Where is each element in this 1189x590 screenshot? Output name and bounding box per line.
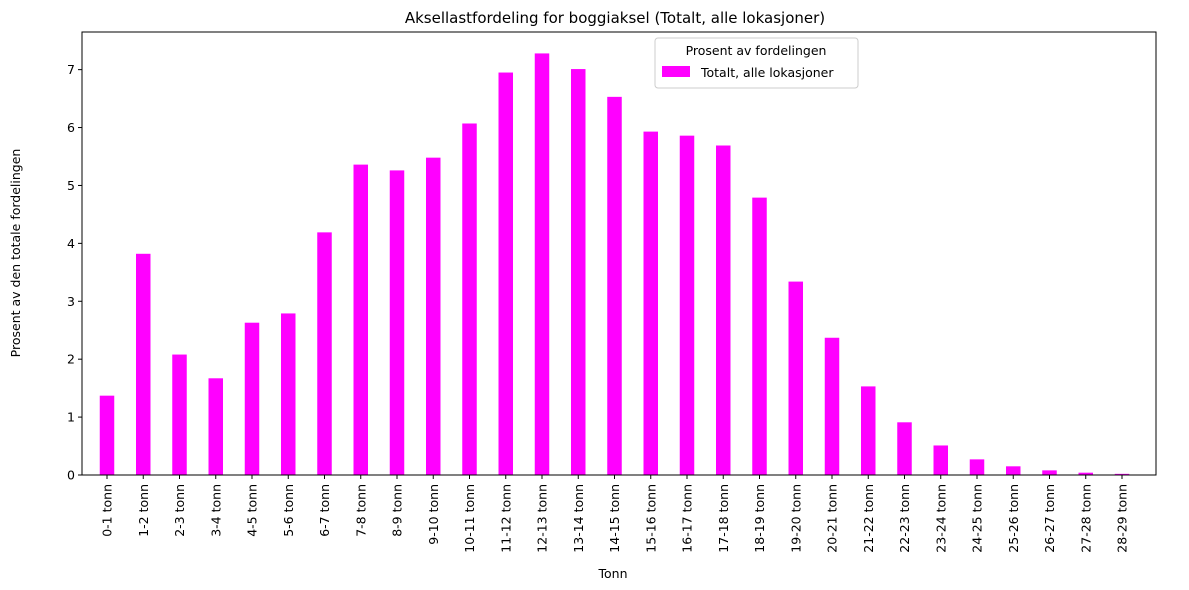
x-tick-label: 20-21 tonn bbox=[825, 484, 840, 553]
bar bbox=[426, 157, 441, 475]
x-tick-label: 3-4 tonn bbox=[208, 484, 223, 537]
x-tick-label: 13-14 tonn bbox=[571, 484, 586, 553]
x-tick-label: 28-29 tonn bbox=[1115, 484, 1130, 553]
x-tick-label: 26-27 tonn bbox=[1042, 484, 1057, 553]
bar bbox=[389, 170, 405, 475]
x-tick-label: 23-24 tonn bbox=[933, 484, 948, 553]
y-tick-label: 5 bbox=[67, 178, 75, 193]
bar bbox=[172, 354, 187, 475]
x-tick-label: 4-5 tonn bbox=[245, 484, 260, 537]
y-axis-label: Prosent av den totale fordelingen bbox=[8, 149, 23, 358]
bar bbox=[824, 337, 840, 475]
bar bbox=[607, 96, 622, 475]
x-tick-label: 10-11 tonn bbox=[462, 484, 477, 553]
bar bbox=[897, 422, 912, 475]
legend-label: Totalt, alle lokasjoner bbox=[700, 65, 834, 80]
x-tick-label: 5-6 tonn bbox=[281, 484, 296, 537]
x-tick-label: 6-7 tonn bbox=[317, 484, 332, 537]
y-tick-label: 6 bbox=[67, 120, 75, 135]
x-tick-label: 2-3 tonn bbox=[172, 484, 187, 537]
x-tick-label: 12-13 tonn bbox=[535, 484, 550, 553]
x-tick-label: 15-16 tonn bbox=[643, 484, 658, 553]
bar bbox=[99, 395, 115, 475]
legend-swatch bbox=[662, 66, 690, 77]
x-tick-label: 14-15 tonn bbox=[607, 484, 622, 553]
bar bbox=[498, 72, 513, 475]
x-tick-label: 18-19 tonn bbox=[752, 484, 767, 553]
x-tick-label: 22-23 tonn bbox=[897, 484, 912, 553]
bar bbox=[281, 313, 296, 475]
legend-title: Prosent av fordelingen bbox=[686, 43, 827, 58]
bar bbox=[244, 322, 260, 475]
bar bbox=[1114, 473, 1130, 475]
bar bbox=[933, 445, 948, 475]
chart-title: Aksellastfordeling for boggiaksel (Total… bbox=[405, 9, 825, 27]
legend-frame bbox=[654, 37, 859, 89]
bars-group bbox=[99, 53, 1130, 476]
bar bbox=[1006, 466, 1021, 475]
bar bbox=[643, 131, 658, 476]
bar bbox=[1042, 470, 1057, 475]
bar bbox=[208, 378, 223, 475]
x-tick-label: 11-12 tonn bbox=[498, 484, 513, 553]
bar bbox=[969, 459, 985, 475]
x-tick-label: 0-1 tonn bbox=[100, 484, 115, 537]
x-tick-label: 27-28 tonn bbox=[1078, 484, 1093, 553]
legend: Prosent av fordelingen Totalt, alle loka… bbox=[654, 37, 859, 89]
x-tick-label: 19-20 tonn bbox=[788, 484, 803, 553]
x-axis-label: Tonn bbox=[597, 566, 627, 581]
x-tick-label: 9-10 tonn bbox=[426, 484, 441, 545]
x-axis-ticks: 0-1 tonn 1-2 tonn 2-3 tonn 3-4 tonn 4-5 tonn… bbox=[100, 475, 1130, 553]
x-tick-label: 17-18 tonn bbox=[716, 484, 731, 553]
y-tick-label: 0 bbox=[67, 468, 75, 483]
y-tick-label: 2 bbox=[67, 352, 75, 367]
x-tick-label: 8-9 tonn bbox=[390, 484, 405, 537]
bar bbox=[861, 386, 876, 475]
y-axis-ticks: 0 1 2 3 4 5 6 7 bbox=[67, 62, 82, 483]
bar bbox=[788, 281, 803, 475]
bar bbox=[679, 135, 695, 476]
bar bbox=[571, 69, 586, 476]
y-tick-label: 4 bbox=[67, 236, 75, 251]
y-tick-label: 1 bbox=[67, 410, 75, 425]
x-tick-label: 16-17 tonn bbox=[680, 484, 695, 553]
x-tick-label: 21-22 tonn bbox=[861, 484, 876, 553]
bar bbox=[752, 197, 767, 476]
bar bbox=[353, 164, 368, 475]
bar bbox=[534, 53, 550, 475]
bar bbox=[317, 232, 332, 475]
bar bbox=[136, 253, 151, 475]
x-tick-label: 1-2 tonn bbox=[136, 484, 151, 537]
plot-frame bbox=[81, 31, 1157, 476]
bar bbox=[1078, 472, 1093, 475]
bar bbox=[716, 145, 731, 475]
x-tick-label: 7-8 tonn bbox=[353, 484, 368, 537]
y-tick-label: 7 bbox=[67, 62, 75, 77]
x-tick-label: 25-26 tonn bbox=[1006, 484, 1021, 553]
y-tick-label: 3 bbox=[67, 294, 75, 309]
x-tick-label: 24-25 tonn bbox=[970, 484, 985, 553]
bar bbox=[462, 123, 477, 475]
